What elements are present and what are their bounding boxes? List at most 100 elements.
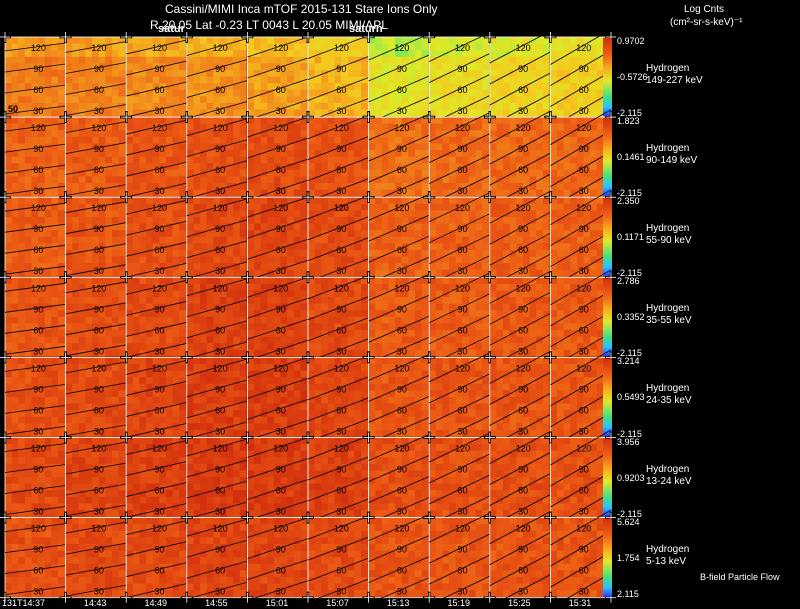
heatmap-pixel — [414, 143, 422, 151]
heatmap-pixel — [233, 83, 241, 91]
heatmap-pixel — [172, 336, 180, 344]
heatmap-pixel — [44, 249, 52, 257]
heatmap-pixel — [126, 256, 134, 264]
heatmap-pixel — [51, 343, 59, 351]
heatmap-pixel — [78, 230, 86, 238]
contour-line — [186, 80, 248, 98]
heatmap-pixel — [287, 130, 295, 138]
heatmap-pixel — [421, 37, 429, 44]
heatmap-pixel — [267, 330, 275, 338]
heatmap-pixel — [139, 117, 147, 125]
contour-line — [368, 294, 430, 322]
heatmap-pixel — [368, 43, 376, 51]
heatmap-pixel — [213, 83, 221, 91]
heatmap-pixel — [219, 76, 227, 84]
heatmap-pixel — [287, 117, 295, 125]
heatmap-pixel — [38, 183, 46, 191]
heatmap-pixel — [24, 203, 32, 211]
heatmap-pixel — [24, 50, 32, 58]
heatmap-pixel — [226, 136, 234, 144]
heatmap-pixel — [18, 197, 26, 205]
heatmap-pixel — [226, 290, 234, 298]
heatmap-pixel — [529, 156, 537, 164]
heatmap-pixel — [408, 43, 416, 51]
heatmap-pixel — [408, 50, 416, 58]
heatmap-pixel — [118, 156, 126, 164]
heatmap-pixel — [468, 230, 476, 238]
heatmap-pixel — [226, 223, 234, 231]
heatmap-pixel — [368, 223, 376, 231]
heatmap-pixel — [462, 290, 470, 298]
heatmap-pixel — [529, 216, 537, 224]
heatmap-pixel — [139, 76, 147, 84]
heatmap-pixel — [314, 263, 322, 271]
heatmap-pixel — [475, 150, 483, 158]
contour-label: 60 — [336, 85, 346, 95]
contour-label: 120 — [334, 203, 349, 213]
heatmap-pixel — [401, 169, 409, 177]
contour-line — [247, 36, 309, 58]
heatmap-pixel — [139, 83, 147, 91]
heatmap-pixel — [503, 163, 511, 171]
heatmap-pixel — [347, 156, 355, 164]
contour-label: 120 — [455, 43, 470, 53]
heatmap-pixel — [105, 176, 113, 184]
heatmap-pixel — [381, 349, 389, 357]
contour-label: 90 — [94, 304, 104, 314]
heatmap-pixel — [429, 189, 437, 197]
heatmap-pixel — [293, 310, 301, 318]
heatmap-pixel — [165, 203, 173, 211]
heatmap-pixel — [200, 163, 208, 171]
heatmap-pixel — [152, 216, 160, 224]
heatmap-pixel — [31, 96, 39, 104]
heatmap-pixel — [455, 263, 463, 271]
heatmap-pixel — [260, 163, 268, 171]
heatmap-pixel — [347, 269, 355, 277]
contour-line — [65, 222, 127, 235]
heatmap-pixel — [557, 43, 565, 51]
heatmap-pixel — [300, 183, 308, 191]
heatmap-pixel — [98, 136, 106, 144]
heatmap-pixel — [570, 76, 578, 84]
heatmap-pixel — [293, 330, 301, 338]
heatmap-pixel — [200, 223, 208, 231]
heatmap-pixel — [92, 256, 100, 264]
heatmap-pixel — [321, 269, 329, 277]
heatmap-pixel — [550, 189, 558, 197]
heatmap-pixel — [206, 50, 214, 58]
heatmap-pixel — [260, 216, 268, 224]
heatmap-pixel — [18, 150, 26, 158]
heatmap-pixel — [347, 297, 355, 305]
heatmap-pixel — [368, 117, 376, 125]
heatmap-pixel — [542, 203, 550, 211]
heatmap-pixel — [44, 236, 52, 244]
heatmap-pixel — [118, 130, 126, 138]
heatmap-pixel — [146, 169, 154, 177]
heatmap-pixel — [239, 156, 247, 164]
heatmap-pixel — [152, 197, 160, 205]
heatmap-pixel — [542, 210, 550, 218]
heatmap-pixel — [98, 236, 106, 244]
heatmap-pixel — [57, 310, 65, 318]
heatmap-pixel — [489, 37, 497, 44]
contour-line — [368, 33, 430, 61]
contour-line — [429, 53, 490, 83]
heatmap-pixel — [482, 50, 490, 58]
heatmap-pixel — [200, 249, 208, 257]
heatmap-pixel — [38, 43, 46, 51]
heatmap-pixel — [354, 310, 362, 318]
heatmap-pixel — [395, 343, 403, 351]
heatmap-pixel — [368, 203, 376, 211]
heatmap-pixel — [165, 297, 173, 305]
heatmap-pixel — [489, 96, 497, 104]
heatmap-pixel — [38, 56, 46, 64]
heatmap-pixel — [85, 203, 93, 211]
heatmap-pixel — [146, 89, 154, 97]
heatmap-pixel — [489, 89, 497, 97]
heatmap-pixel — [44, 83, 52, 91]
heatmap-pixel — [408, 349, 416, 357]
heatmap-pixel — [24, 236, 32, 244]
heatmap-pixel — [139, 297, 147, 305]
heatmap-pixel — [375, 256, 383, 264]
heatmap-pixel — [213, 176, 221, 184]
